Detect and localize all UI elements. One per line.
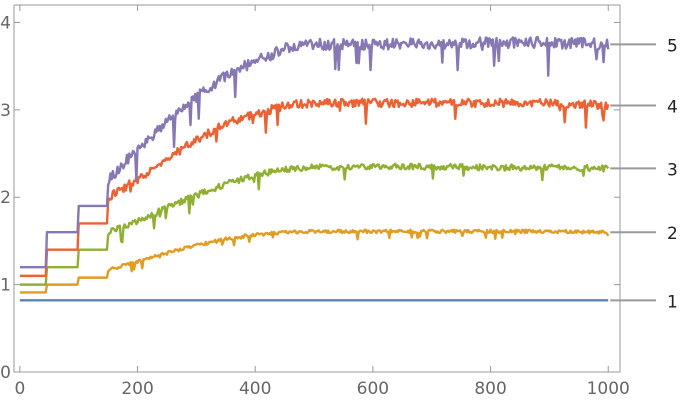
series-line-3	[19, 162, 610, 286]
legend-label-5: 5	[667, 36, 678, 56]
y-tick-label: 1	[0, 276, 11, 296]
series-line-4	[19, 97, 610, 278]
legend-label-3: 3	[667, 160, 678, 180]
x-tick-label: 400	[239, 379, 271, 399]
legend-label-4: 4	[667, 97, 678, 117]
legend-label-2: 2	[667, 224, 678, 244]
legend-layer: 1 2 3 4 5	[610, 36, 678, 312]
legend-label-1: 1	[667, 292, 678, 312]
series-layer	[19, 35, 610, 302]
y-tick-label: 2	[0, 188, 11, 208]
y-tick-label: 4	[0, 13, 11, 33]
y-tick-label: 0	[0, 363, 11, 383]
x-tick-label: 200	[121, 379, 153, 399]
series-line-2	[19, 228, 610, 294]
x-tick-label: 1000	[587, 379, 630, 399]
plot-area-border	[13, 4, 621, 373]
x-tick-label: 0	[14, 379, 25, 399]
series-line-5	[19, 35, 610, 269]
plot-frame	[13, 4, 621, 373]
y-tick-label: 3	[0, 101, 11, 121]
x-tick-label: 800	[474, 379, 506, 399]
ticks-layer: 0 200 400 600 800 1000 0 1 2 3 4	[0, 5, 630, 399]
x-tick-label: 600	[357, 379, 389, 399]
